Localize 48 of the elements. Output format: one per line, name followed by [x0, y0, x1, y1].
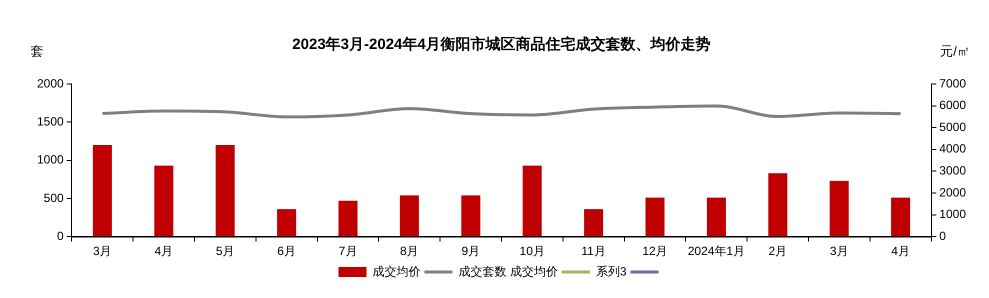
- bar: [891, 198, 910, 236]
- legend-label: 成交均价: [372, 264, 420, 278]
- bar: [92, 145, 112, 236]
- y-tick-label: 2000: [36, 76, 64, 90]
- y2-tick-label: 7000: [939, 76, 966, 90]
- x-tick-label: 3月: [830, 244, 849, 258]
- line-series: [100, 104, 902, 118]
- x-tick-label: 11月: [581, 244, 606, 258]
- bar: [706, 198, 726, 236]
- bar: [338, 200, 358, 236]
- y-tick-label: 0: [57, 228, 64, 243]
- x-tick-label: 9月: [461, 244, 480, 258]
- x-tick-label: 4月: [891, 244, 910, 258]
- x-tick-label: 6月: [277, 244, 296, 258]
- bar: [461, 195, 480, 236]
- y2-tick-label: 2000: [939, 185, 966, 200]
- y2-tick-label: 0: [939, 228, 946, 243]
- bar: [522, 166, 542, 236]
- y-tick-label: 500: [44, 190, 64, 205]
- bar: [830, 180, 849, 236]
- y-axis-title: 套: [30, 44, 44, 59]
- chart-title: 2023年3月-2024年4月衡阳市城区商品住宅成交套数、均价走势: [292, 35, 711, 54]
- x-tick-label: 4月: [154, 244, 174, 258]
- x-tick-label: 5月: [216, 244, 235, 258]
- legend-label: 成交套数 成交均价: [458, 264, 558, 278]
- bar: [216, 145, 235, 236]
- bar: [154, 166, 174, 236]
- legend-label: 系列3: [596, 264, 627, 278]
- y2-tick-label: 4000: [939, 142, 966, 156]
- x-tick-label: 7月: [338, 244, 358, 258]
- bar: [400, 195, 419, 236]
- y2-tick-label: 5000: [939, 120, 966, 134]
- y2-tick-label: 3000: [939, 164, 966, 178]
- x-tick-label: 2024年1月: [688, 244, 746, 258]
- bar: [584, 209, 604, 236]
- x-tick-label: 12月: [642, 244, 668, 258]
- y2-tick-label: 6000: [939, 98, 966, 112]
- y-tick-label: 1500: [36, 114, 64, 128]
- x-tick-label: 2月: [768, 244, 788, 258]
- bar: [768, 173, 788, 236]
- y2-axis-title: 元/㎡: [940, 44, 970, 59]
- x-tick-label: 10月: [520, 244, 545, 258]
- y-tick-label: 1000: [36, 152, 64, 167]
- bar: [645, 198, 665, 236]
- y2-tick-label: 1000: [939, 207, 966, 222]
- bar: [277, 209, 296, 236]
- x-tick-label: 3月: [93, 244, 112, 258]
- x-tick-label: 8月: [400, 244, 419, 258]
